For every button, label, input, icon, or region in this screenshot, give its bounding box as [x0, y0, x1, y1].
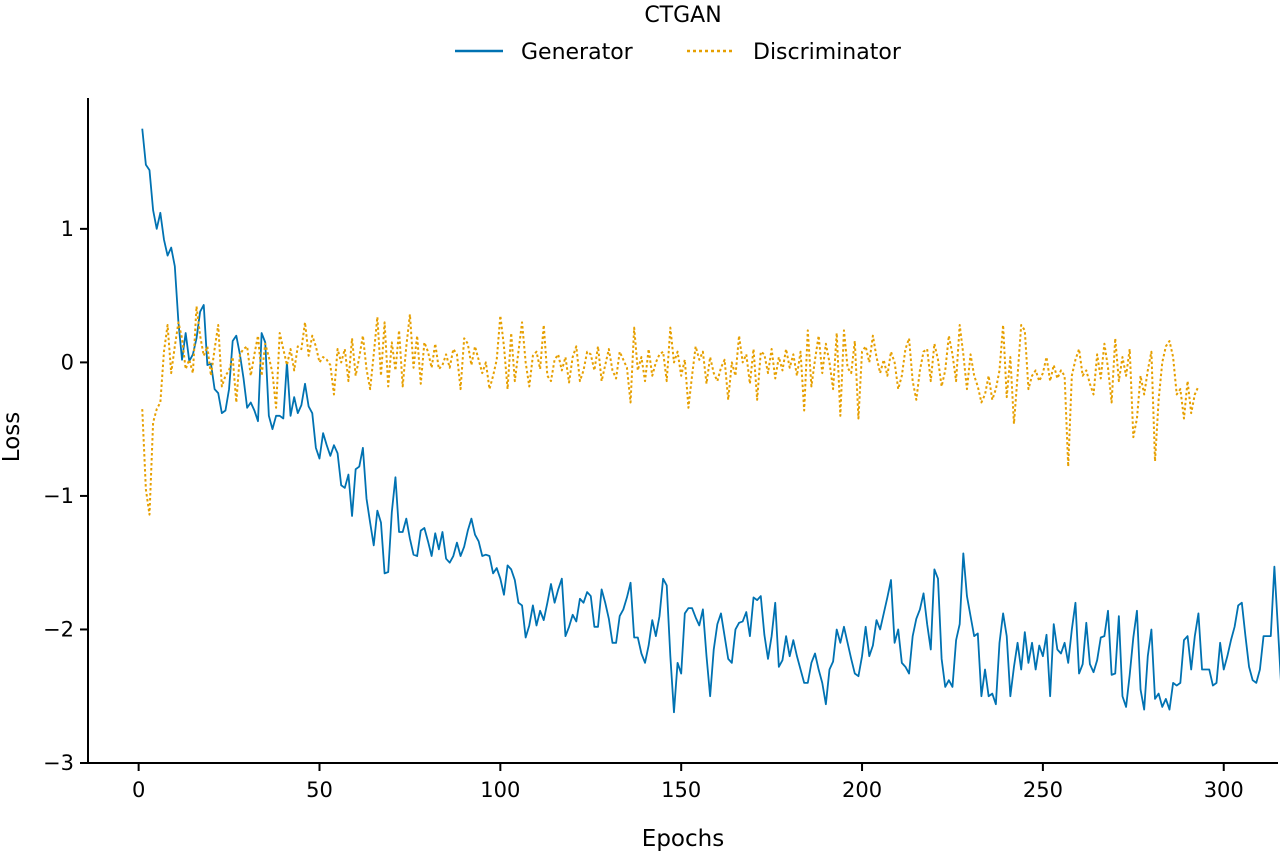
legend-label-generator: Generator	[521, 40, 634, 65]
x-axis-title: Epochs	[642, 826, 724, 852]
series-layer	[141, 128, 1280, 714]
y-ticks: −3 −2 −1 0 1	[43, 217, 88, 775]
x-tick-label: 200	[842, 778, 882, 802]
x-tick-label: 250	[1023, 778, 1063, 802]
legend-label-discriminator: Discriminator	[753, 40, 902, 65]
y-tick-label: 0	[61, 350, 74, 374]
y-tick-label: −2	[43, 617, 74, 641]
y-tick-label: −1	[43, 484, 74, 508]
x-tick-label: 100	[480, 778, 520, 802]
x-tick-label: 0	[132, 778, 145, 802]
x-tick-label: 50	[306, 778, 333, 802]
legend: Generator Discriminator	[455, 40, 902, 65]
x-ticks: 0 50 100 150 200 250 300	[132, 763, 1244, 802]
y-tick-label: −3	[43, 751, 74, 775]
y-tick-label: 1	[61, 217, 74, 241]
y-axis-title: Loss	[0, 412, 25, 462]
series-line-generator	[141, 128, 1280, 714]
x-tick-label: 150	[661, 778, 701, 802]
x-tick-label: 300	[1204, 778, 1244, 802]
series-line-discriminator	[141, 305, 1200, 516]
legend-title: CTGAN	[644, 3, 721, 28]
